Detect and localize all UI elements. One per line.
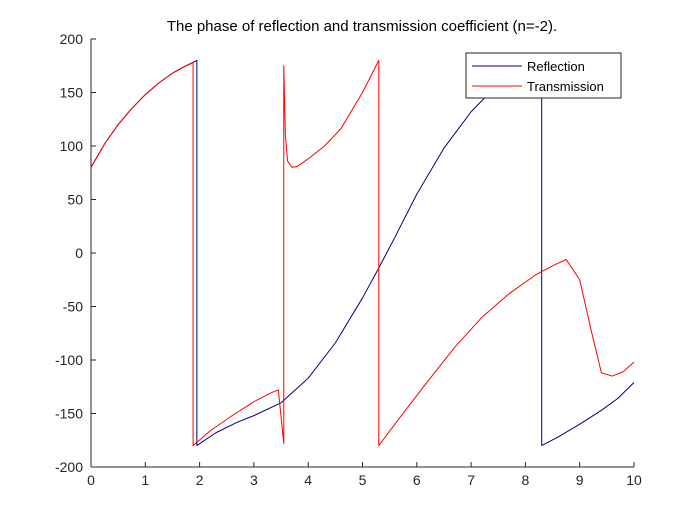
x-tick-label: 4 xyxy=(304,472,312,488)
plot-background xyxy=(91,39,634,467)
y-tick-label: 0 xyxy=(75,245,83,261)
chart-title: The phase of reflection and transmission… xyxy=(167,18,557,35)
x-tick-label: 8 xyxy=(522,472,530,488)
x-tick-label: 7 xyxy=(467,472,475,488)
x-tick-label: 6 xyxy=(413,472,421,488)
legend-box xyxy=(465,52,622,99)
y-tick-label: -50 xyxy=(63,299,83,315)
series-line-transmission xyxy=(90,59,635,447)
legend-label-reflection: Reflection xyxy=(527,59,585,74)
x-tick-label: 1 xyxy=(141,472,149,488)
x-tick-label: 0 xyxy=(87,472,95,488)
x-tick-label: 3 xyxy=(250,472,258,488)
plot-area xyxy=(91,39,634,467)
y-tick-label: 50 xyxy=(67,192,83,208)
x-tick-label: 5 xyxy=(359,472,367,488)
y-tick-label: 200 xyxy=(60,31,84,47)
series-lines xyxy=(90,59,635,447)
y-tick-label: 100 xyxy=(60,138,84,154)
y-tick-label: -100 xyxy=(55,352,83,368)
legend: Reflection Transmission xyxy=(465,52,622,99)
y-tick-label: 150 xyxy=(60,85,84,101)
x-tick-label: 10 xyxy=(626,472,642,488)
legend-label-transmission: Transmission xyxy=(527,79,604,94)
x-axis-ticks: 0 1 2 3 4 5 6 7 8 9 10 xyxy=(87,462,642,488)
y-tick-label: -200 xyxy=(55,459,83,475)
y-axis-ticks: -200 -150 -100 -50 0 50 100 150 200 xyxy=(55,31,96,475)
x-tick-label: 2 xyxy=(196,472,204,488)
x-tick-label: 9 xyxy=(576,472,584,488)
y-tick-label: -150 xyxy=(55,406,83,422)
